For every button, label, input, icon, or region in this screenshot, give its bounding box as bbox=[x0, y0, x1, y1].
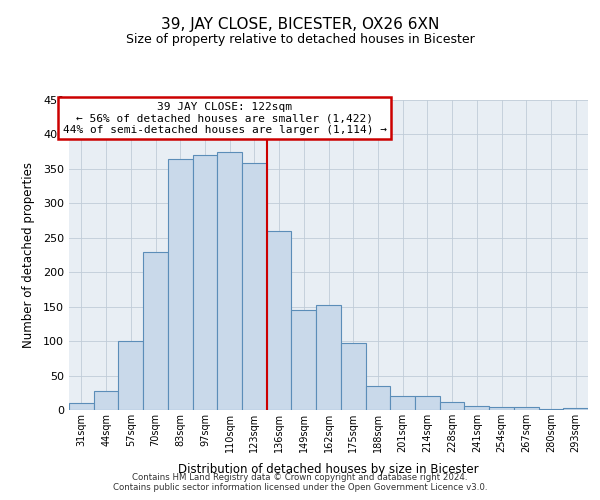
Text: Contains HM Land Registry data © Crown copyright and database right 2024.: Contains HM Land Registry data © Crown c… bbox=[132, 472, 468, 482]
Text: Size of property relative to detached houses in Bicester: Size of property relative to detached ho… bbox=[125, 32, 475, 46]
Bar bbox=[415, 396, 440, 410]
Bar bbox=[440, 402, 464, 410]
X-axis label: Distribution of detached houses by size in Bicester: Distribution of detached houses by size … bbox=[178, 464, 479, 476]
Bar bbox=[69, 403, 94, 410]
Y-axis label: Number of detached properties: Number of detached properties bbox=[22, 162, 35, 348]
Bar bbox=[143, 252, 168, 410]
Bar bbox=[217, 152, 242, 410]
Bar bbox=[563, 408, 588, 410]
Bar bbox=[390, 396, 415, 410]
Bar bbox=[118, 341, 143, 410]
Text: Contains public sector information licensed under the Open Government Licence v3: Contains public sector information licen… bbox=[113, 484, 487, 492]
Bar bbox=[341, 343, 365, 410]
Bar bbox=[168, 158, 193, 410]
Bar bbox=[365, 386, 390, 410]
Bar bbox=[464, 406, 489, 410]
Bar bbox=[267, 231, 292, 410]
Bar bbox=[292, 310, 316, 410]
Bar bbox=[316, 304, 341, 410]
Bar bbox=[94, 392, 118, 410]
Bar bbox=[514, 407, 539, 410]
Text: 39, JAY CLOSE, BICESTER, OX26 6XN: 39, JAY CLOSE, BICESTER, OX26 6XN bbox=[161, 18, 439, 32]
Text: 39 JAY CLOSE: 122sqm
← 56% of detached houses are smaller (1,422)
44% of semi-de: 39 JAY CLOSE: 122sqm ← 56% of detached h… bbox=[62, 102, 387, 134]
Bar bbox=[193, 155, 217, 410]
Bar bbox=[489, 406, 514, 410]
Bar bbox=[242, 164, 267, 410]
